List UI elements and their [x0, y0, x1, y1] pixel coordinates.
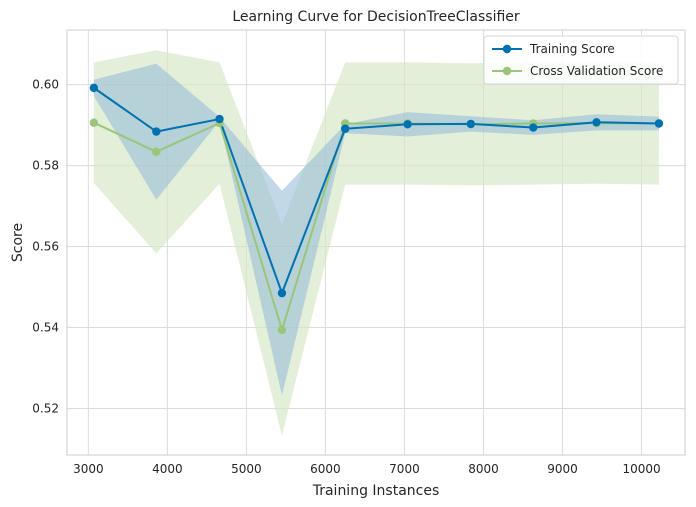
x-axis-label: Training Instances	[312, 483, 440, 499]
point-training	[592, 118, 601, 127]
x-tick-label: 7000	[389, 462, 420, 476]
point-training	[403, 120, 412, 129]
y-tick-label: 0.58	[32, 159, 59, 173]
point-training	[466, 119, 476, 129]
score-bands	[93, 50, 659, 436]
y-tick-labels: 0.52 0.54 0.56 0.58 0.60	[32, 78, 59, 416]
x-tick-label: 5000	[231, 462, 262, 476]
point-cross-validation	[89, 118, 99, 127]
chart-title: Learning Curve for DecisionTreeClassifie…	[232, 9, 520, 25]
y-tick-label: 0.52	[32, 401, 59, 415]
point-training	[215, 114, 224, 124]
point-training	[89, 83, 99, 93]
plot-frame	[66, 29, 686, 456]
legend: Training Score Cross Validation Score	[483, 35, 679, 85]
y-tick-label: 0.54	[32, 321, 59, 335]
score-points	[89, 83, 664, 335]
line-training	[93, 87, 659, 295]
x-tick-label: 6000	[310, 462, 341, 476]
x-tick-labels: 3000 4000 5000 6000 7000 8000 9000 10000	[73, 462, 661, 476]
legend-swatch-marker	[502, 66, 512, 76]
point-training	[277, 288, 287, 298]
legend-entry-label: Cross Validation Score	[530, 64, 663, 78]
point-cross-validation	[152, 147, 161, 157]
legend-entry-label: Training Score	[529, 42, 615, 56]
point-training	[529, 123, 538, 132]
line-cross-validation	[93, 121, 659, 331]
y-tick-label: 0.56	[32, 240, 59, 254]
legend-box	[483, 35, 679, 85]
y-tick-label: 0.60	[32, 78, 59, 92]
point-training	[152, 127, 161, 136]
score-lines	[93, 87, 659, 331]
point-cross-validation	[277, 325, 287, 335]
x-tick-label: 3000	[73, 462, 104, 476]
band-training	[93, 63, 659, 396]
y-axis-label: Score	[10, 223, 26, 262]
x-tick-label: 9000	[547, 462, 578, 476]
x-tick-label: 10000	[622, 462, 660, 476]
x-tick-label: 4000	[152, 462, 183, 476]
x-tick-label: 8000	[468, 462, 499, 476]
point-training	[340, 124, 350, 133]
legend-swatch-marker	[502, 44, 512, 54]
point-training	[654, 119, 664, 128]
